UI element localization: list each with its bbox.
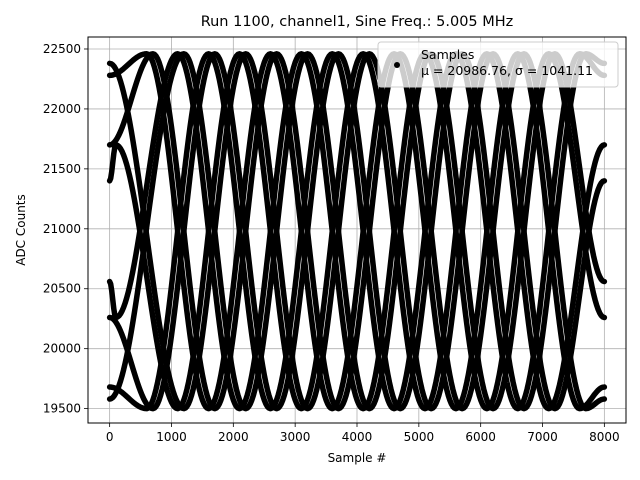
legend-marker (394, 62, 400, 68)
x-tick-label: 8000 (589, 430, 620, 444)
legend: Samples μ = 20986.76, σ = 1041.11 (377, 41, 619, 88)
sample-curve-8 (106, 51, 608, 412)
y-ticks: 19500 20000 20500 21000 21500 22000 22500 (43, 42, 88, 416)
legend-title: Samples (421, 47, 474, 62)
x-tick-label: 7000 (527, 430, 558, 444)
x-tick-label: 4000 (342, 430, 373, 444)
x-axis-label: Sample # (328, 451, 387, 465)
y-tick-label: 21000 (43, 222, 81, 236)
x-tick-label: 1000 (156, 430, 187, 444)
y-axis-label: ADC Counts (14, 194, 28, 266)
x-ticks: 0 1000 2000 3000 4000 5000 6000 7000 8000 (106, 423, 620, 444)
x-tick-label: 5000 (404, 430, 435, 444)
x-tick-label: 0 (106, 430, 114, 444)
scatter-series (106, 51, 608, 412)
y-tick-label: 20500 (43, 282, 81, 296)
x-tick-label: 6000 (465, 430, 496, 444)
y-tick-label: 22500 (43, 42, 81, 56)
sample-curve-6 (106, 51, 608, 412)
y-tick-label: 22000 (43, 102, 81, 116)
y-tick-label: 19500 (43, 402, 81, 416)
legend-box (377, 41, 619, 88)
x-tick-label: 2000 (218, 430, 249, 444)
chart-title: Run 1100, channel1, Sine Freq.: 5.005 MH… (201, 14, 514, 30)
x-tick-label: 3000 (280, 430, 311, 444)
legend-entry: μ = 20986.76, σ = 1041.11 (421, 63, 593, 78)
y-tick-label: 20000 (43, 342, 81, 356)
y-tick-label: 21500 (43, 162, 81, 176)
sample-curve-5 (106, 51, 608, 412)
